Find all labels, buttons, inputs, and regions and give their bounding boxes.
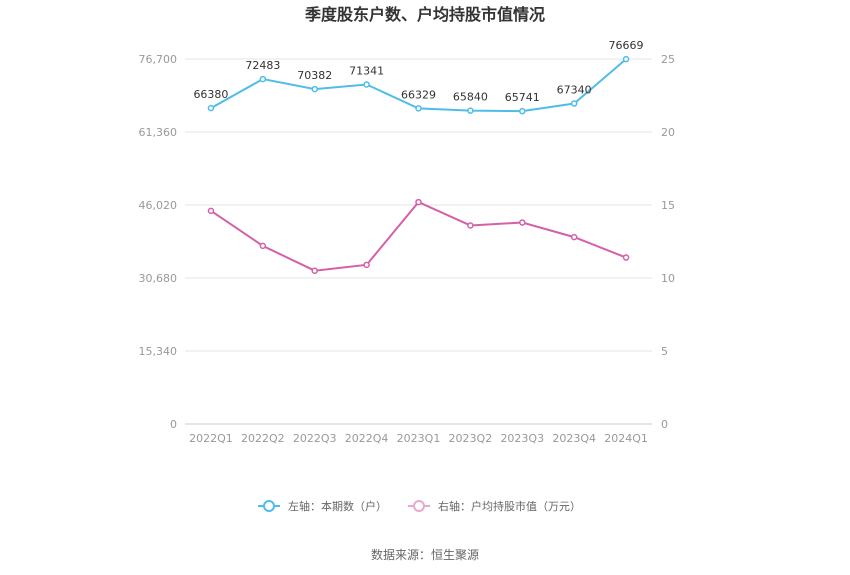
legend-item-left-series[interactable]: 左轴：本期数（户） [258,499,387,513]
legend: 左轴：本期数（户） 右轴：户均持股市值（万元） [258,499,581,513]
x-tick-label: 2023Q3 [500,432,544,445]
data-label: 65741 [505,91,540,104]
data-label: 65840 [453,91,488,104]
x-tick-label: 2022Q3 [293,432,337,445]
data-point [207,104,215,112]
data-label: 66329 [401,88,436,101]
series-line-right [210,200,627,272]
x-axis: 2022Q1 2022Q2 2022Q3 2022Q4 2023Q1 2023Q2 2023… [189,432,648,445]
legend-item-right-series[interactable]: 右轴：户均持股市值（万元） [408,499,581,513]
legend-marker-right [413,500,425,512]
right-tick-label: 0 [661,418,668,431]
data-point [622,55,630,63]
right-tick-label: 25 [661,53,675,66]
data-point [519,107,526,115]
data-point [519,219,526,226]
x-tick-label: 2023Q4 [552,432,596,445]
left-tick-label: 15,340 [139,345,178,358]
right-axis: 0 5 10 15 20 25 [661,53,675,431]
legend-label-right: 右轴：户均持股市值（万元） [438,499,581,513]
data-label: 76669 [609,39,644,52]
source-note: 数据来源：恒生聚源 [371,547,479,562]
data-point [207,207,215,215]
data-labels: 66380 72483 70382 71341 66329 65840 65741 67340… [193,39,643,104]
x-tick-label: 2023Q1 [397,432,441,445]
data-point [363,81,370,88]
right-tick-label: 20 [661,126,675,139]
series-layer [207,55,630,274]
legend-marker-left [263,500,275,512]
data-point [415,105,422,112]
data-label: 70382 [297,69,332,82]
data-point [415,198,422,206]
x-tick-label: 2023Q2 [449,432,493,445]
data-point [311,85,318,93]
left-axis: 0 15,340 30,680 46,020 61,360 76,700 [139,53,178,431]
data-label: 72483 [245,59,280,72]
data-point [467,107,474,114]
right-tick-label: 10 [661,272,675,285]
x-tick-label: 2022Q4 [345,432,389,445]
left-tick-label: 0 [170,418,177,431]
data-point [259,242,267,250]
data-point [570,100,578,107]
x-tick-label: 2022Q1 [189,432,233,445]
data-point [622,254,630,261]
left-tick-label: 61,360 [139,126,178,139]
grid [185,58,652,425]
x-tick-label: 2022Q2 [241,432,285,445]
chart-title: 季度股东户数、户均持股市值情况 [304,5,545,24]
x-tick-label: 2024Q1 [604,432,648,445]
data-point [467,222,474,229]
left-tick-label: 30,680 [139,272,178,285]
data-point [363,261,370,269]
right-tick-label: 15 [661,199,675,212]
data-label: 66380 [193,88,228,101]
left-tick-label: 76,700 [139,53,178,66]
data-label: 67340 [557,84,592,97]
data-point [570,233,578,241]
data-point [311,267,318,274]
legend-label-left: 左轴：本期数（户） [288,499,387,513]
right-tick-label: 5 [661,345,668,358]
left-tick-label: 46,020 [139,199,178,212]
data-point [259,75,267,83]
data-label: 71341 [349,65,384,78]
